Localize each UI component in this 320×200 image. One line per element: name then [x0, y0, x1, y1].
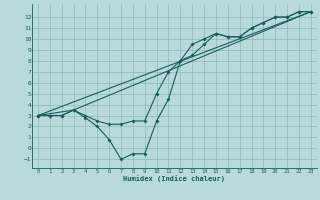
X-axis label: Humidex (Indice chaleur): Humidex (Indice chaleur) — [124, 175, 225, 182]
